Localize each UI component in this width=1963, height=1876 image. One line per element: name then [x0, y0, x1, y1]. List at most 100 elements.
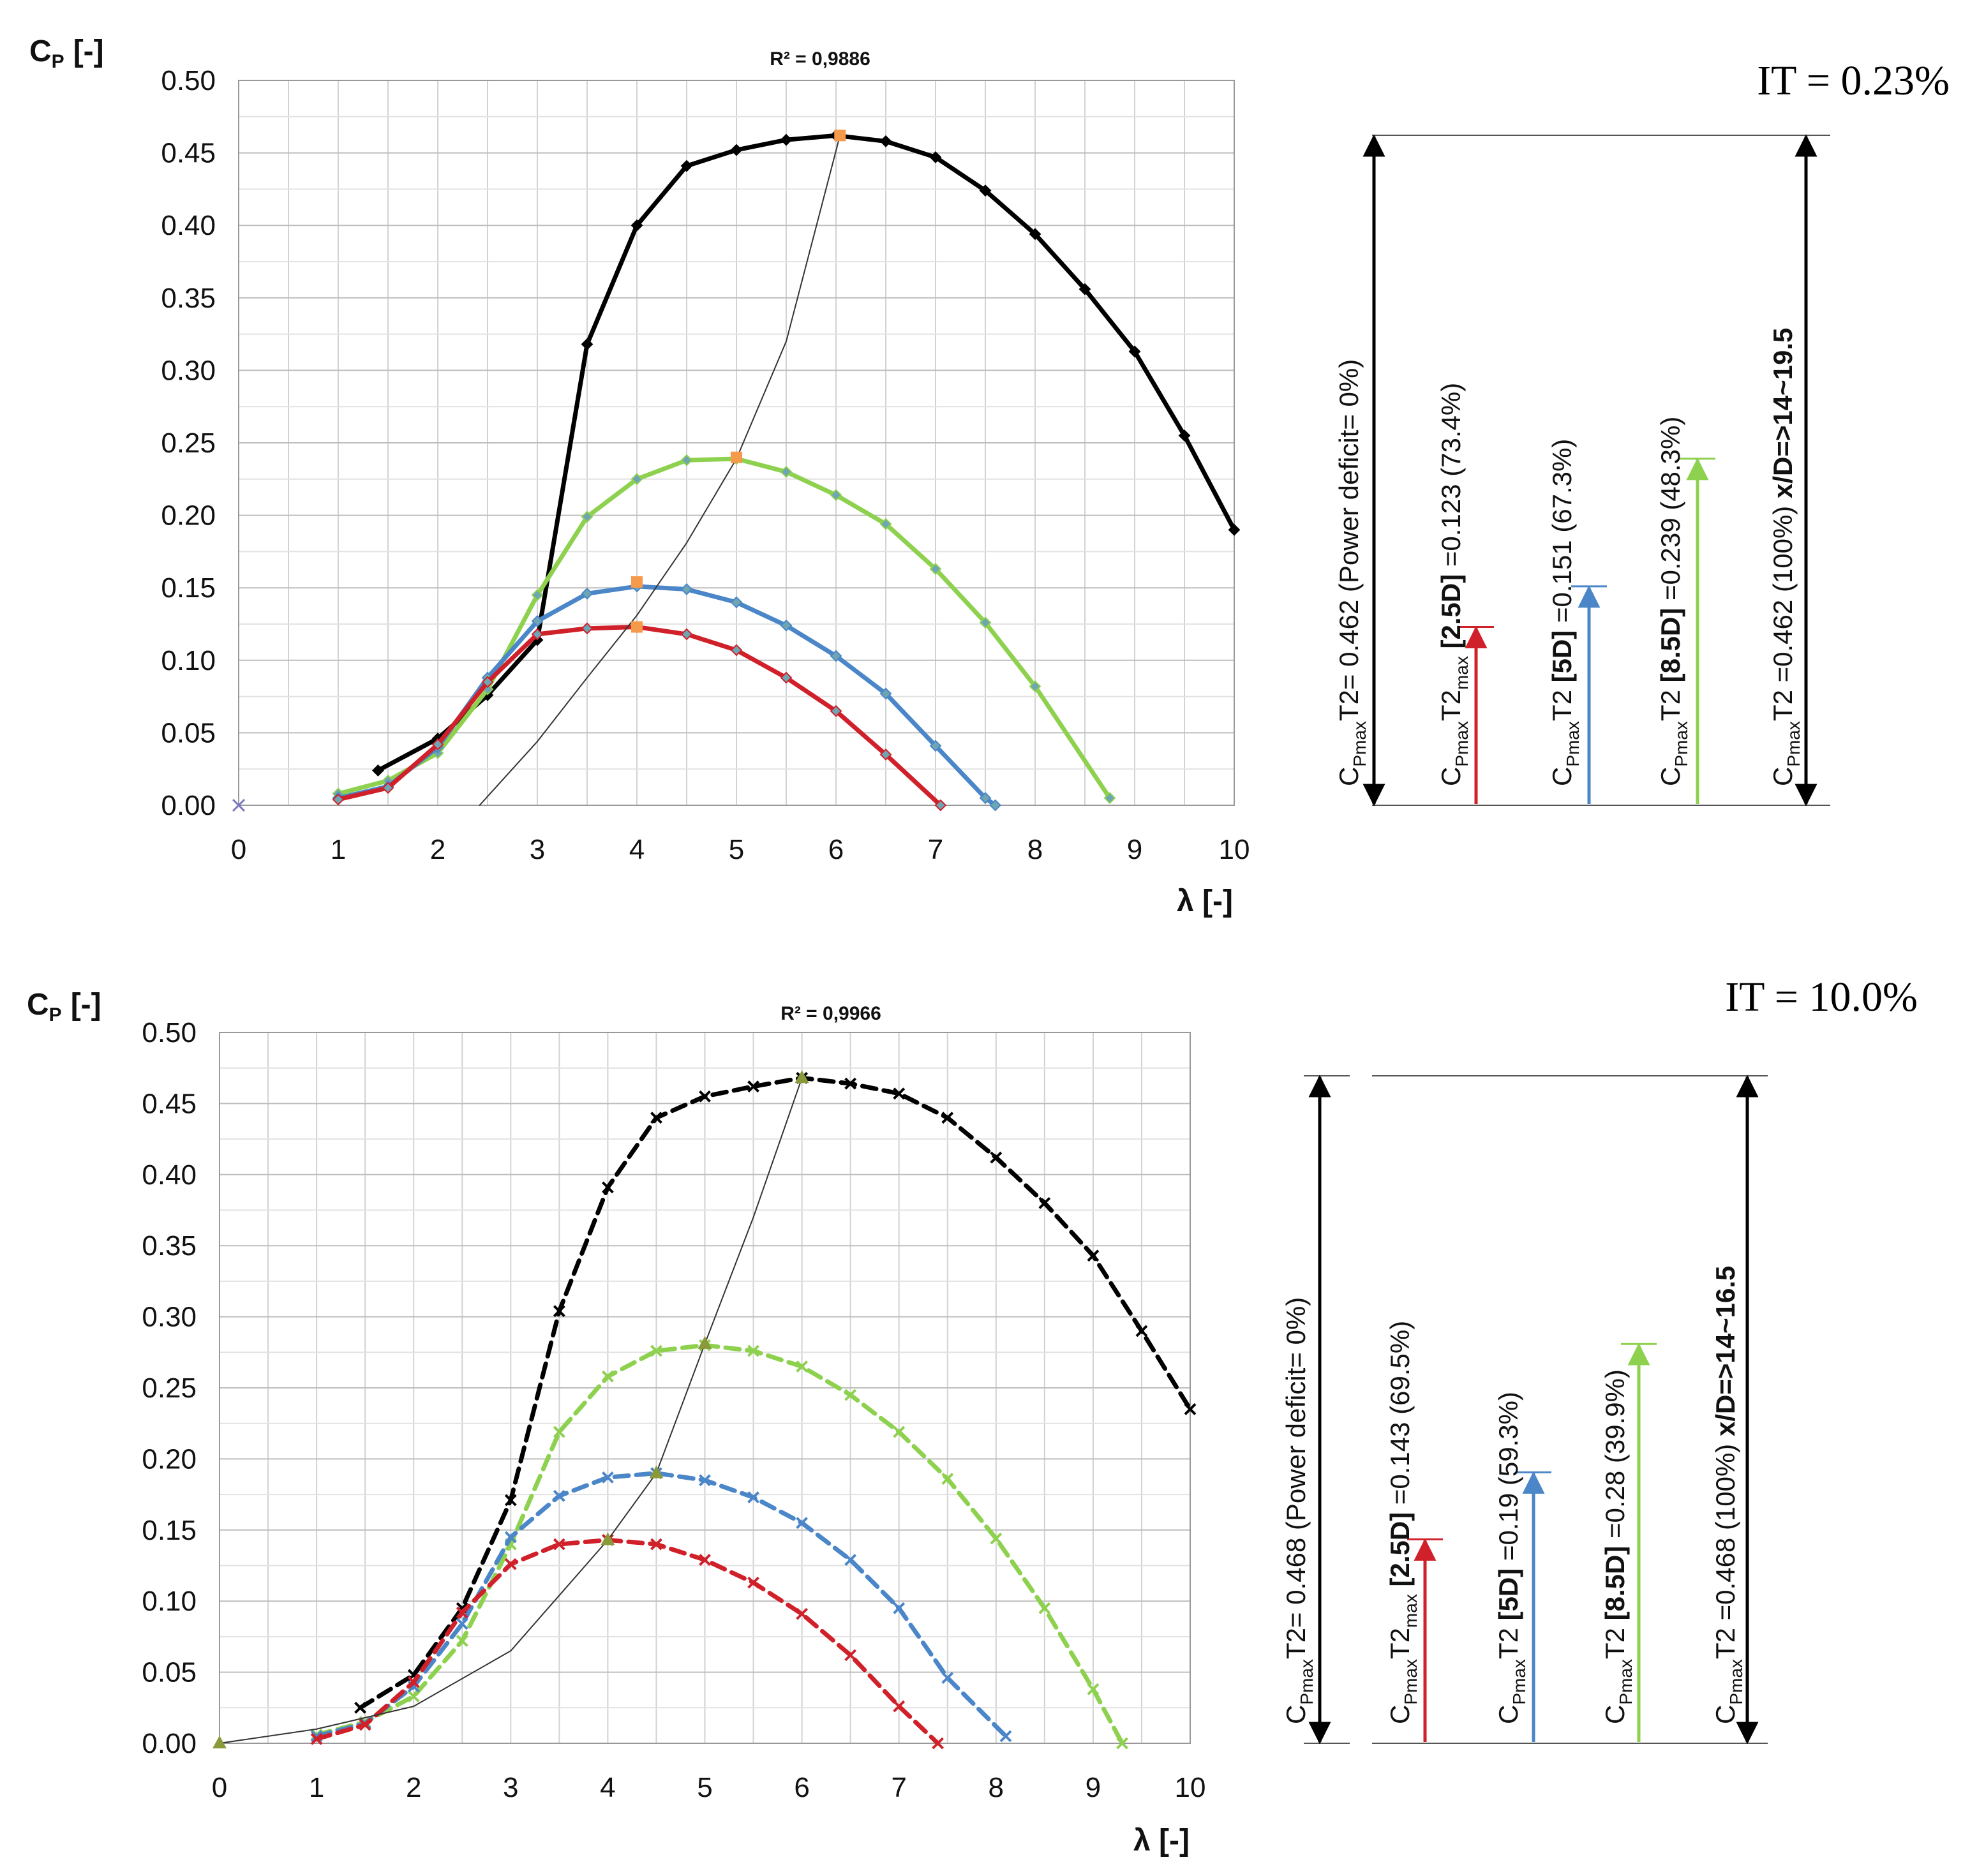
x-tick-label: 10: [1219, 834, 1250, 865]
data-point: [979, 792, 992, 805]
data-point: [844, 1649, 857, 1662]
data-point: [893, 1087, 906, 1100]
annotation-label-total: CPmaxT2= 0.462 (Power deficit= 0%): [1334, 359, 1370, 786]
data-point: [941, 1112, 954, 1124]
x-tick-label: 10: [1175, 1772, 1206, 1803]
x-tick-label: 9: [1086, 1772, 1101, 1803]
data-point: [1135, 1325, 1148, 1337]
y-axis-label: CP [-]: [27, 988, 101, 1025]
cpmax-annotation: CPmaxT2= 0.462 (Power deficit= 0%) CPmaxT…: [1334, 134, 1830, 807]
cpmax-point: [649, 1465, 664, 1478]
data-point: [1079, 283, 1091, 295]
data-point: [531, 615, 544, 627]
data-point: [780, 671, 793, 684]
y-tick-label: 0.30: [142, 1302, 197, 1333]
x-tick-label: 5: [697, 1772, 712, 1803]
series-cpmax-trend: [479, 135, 841, 806]
y-tick-label: 0.05: [142, 1657, 197, 1688]
data-point: [879, 748, 892, 761]
series-t2-5d: [332, 580, 1002, 812]
x-tick-label: 6: [828, 834, 844, 865]
data-point: [382, 782, 394, 794]
data-point: [879, 517, 892, 530]
x-tick-label: 2: [406, 1772, 421, 1803]
r-squared-label: R² = 0,9886: [770, 48, 870, 70]
series-t2-x-d-14-16-5: [354, 1071, 1197, 1714]
data-point: [1116, 1737, 1128, 1750]
y-tick-label: 0.00: [161, 790, 216, 821]
data-point: [699, 1090, 711, 1103]
data-point: [531, 628, 544, 641]
data-point: [504, 1531, 517, 1544]
data-point: [680, 160, 693, 172]
y-tick-label: 0.05: [161, 717, 216, 748]
data-point: [1228, 523, 1241, 536]
y-tick-label: 0.50: [142, 1017, 197, 1048]
x-tick-label: 8: [989, 1772, 1004, 1803]
annotation-label-ref: CPmaxT2 =0.468 (100%) x/D=>14~16.5: [1710, 1266, 1746, 1724]
cpmax-point: [834, 130, 846, 142]
data-point: [844, 1554, 857, 1567]
data-point: [310, 1732, 323, 1745]
series-t2max-2-5d: [332, 621, 947, 812]
y-tick-label: 0.15: [161, 572, 216, 604]
series-line: [314, 1343, 1125, 1746]
data-point: [932, 1737, 944, 1750]
data-point: [979, 616, 992, 629]
y-axis-label: CP [-]: [29, 34, 104, 72]
series-t2-x-d-14-19-5: [371, 129, 1241, 777]
x-tick-label: 1: [331, 834, 346, 865]
data-point: [680, 454, 693, 466]
data-point: [680, 628, 693, 641]
series-t2-8-5d: [310, 1339, 1128, 1750]
data-point: [407, 1690, 420, 1702]
data-point: [780, 619, 793, 632]
annotation-label-5D: CPmaxT2 [5D] =0.151 (67.3%): [1547, 439, 1583, 786]
x-tick-label: 2: [430, 834, 445, 865]
x-tick-label: 5: [729, 834, 744, 865]
y-tick-label: 0.45: [161, 138, 216, 169]
series-line: [479, 135, 841, 806]
data-point: [504, 1558, 517, 1570]
data-point: [581, 622, 593, 635]
data-point: [359, 1718, 371, 1731]
y-tick-label: 0.50: [161, 65, 216, 96]
data-point: [1184, 1403, 1197, 1415]
annotation-label-2-5D: CPmaxT2max [2.5D] =0.143 (69.5%): [1385, 1321, 1421, 1724]
data-point: [631, 473, 643, 486]
y-tick-label: 0.00: [142, 1728, 197, 1759]
y-tick-label: 0.40: [142, 1159, 197, 1191]
data-point: [481, 676, 494, 689]
x-tick-label: 0: [231, 834, 246, 865]
data-point: [1087, 1683, 1100, 1695]
annotation-label-total: CPmaxT2= 0.468 (Power deficit= 0%): [1281, 1297, 1317, 1724]
data-point: [929, 151, 942, 163]
data-point: [929, 563, 942, 576]
data-point: [893, 1426, 906, 1438]
data-point: [780, 133, 793, 146]
data-point: [796, 1517, 809, 1530]
plot-frame: [238, 80, 1235, 806]
y-tick-label: 0.30: [161, 355, 216, 386]
data-point: [631, 219, 643, 232]
y-tick-label: 0.35: [142, 1230, 197, 1262]
data-point: [531, 589, 544, 601]
series-line: [336, 625, 943, 808]
y-tick-label: 0.10: [142, 1586, 197, 1617]
x-axis-label: λ [-]: [1177, 884, 1233, 918]
data-point: [1178, 429, 1191, 442]
data-point: [893, 1700, 906, 1713]
annotation-label-ref: CPmaxT2 =0.462 (100%) x/D=>14~19.5: [1768, 328, 1803, 786]
data-point: [354, 1701, 366, 1714]
data-point: [456, 1635, 468, 1647]
y-tick-label: 0.15: [142, 1515, 197, 1546]
data-point: [699, 1474, 711, 1487]
data-point: [844, 1077, 857, 1090]
grid: [219, 1032, 1191, 1744]
x-tick-label: 6: [794, 1772, 809, 1803]
data-point: [990, 1532, 1003, 1545]
data-point: [730, 644, 743, 657]
x-tick-label: 0: [212, 1772, 227, 1803]
data-point: [830, 704, 842, 717]
series-line: [375, 133, 1237, 773]
